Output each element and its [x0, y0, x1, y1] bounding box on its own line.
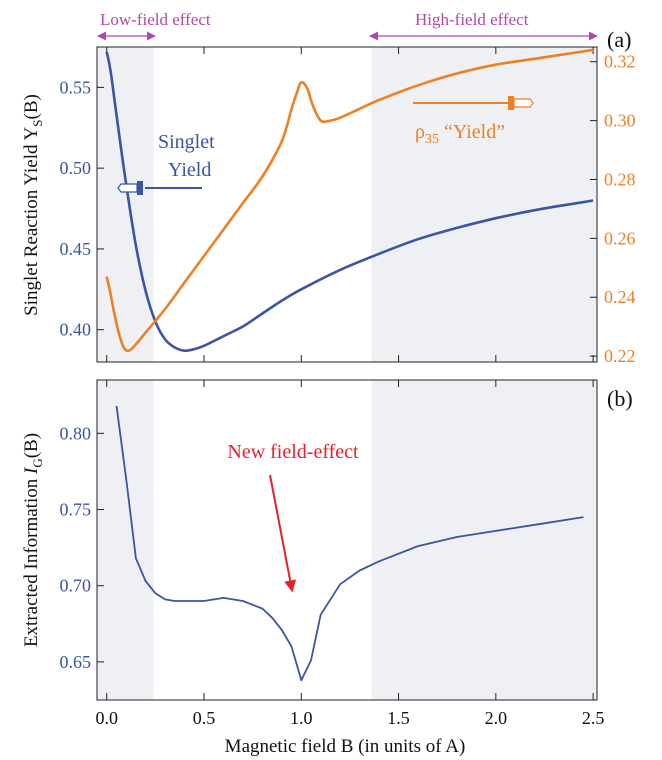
- panel-a-shaded-regions: [97, 47, 597, 362]
- y-tick-label: 0.45: [60, 239, 92, 259]
- y-tick-label: 0.32: [604, 52, 636, 72]
- rho35-yield-line: [105, 48, 594, 353]
- panel-a-left-ticks: 0.40 0.45 0.50 0.55: [60, 77, 104, 340]
- x-tick-label: 2.0: [485, 708, 508, 728]
- high-field-label: High-field effect: [415, 10, 529, 29]
- x-axis-label: Magnetic field B (in units of A): [225, 736, 466, 757]
- x-tick-label: 1.0: [290, 708, 313, 728]
- y-tick-label: 0.80: [60, 423, 92, 443]
- panel-b-left-ticks: 0.65 0.70 0.75 0.80: [60, 423, 104, 672]
- shaded-region-b-1: [371, 380, 597, 700]
- x-tick-label: 0.5: [193, 708, 216, 728]
- y-tick-label: 0.55: [60, 77, 92, 97]
- shaded-region-a-1: [371, 47, 597, 362]
- panel-b-shaded-regions: [97, 380, 597, 700]
- y-tick-label: 0.65: [60, 652, 92, 672]
- singlet-yield-annotation-line1: Singlet: [158, 131, 215, 153]
- y-tick-label: 0.40: [60, 320, 92, 340]
- panel-a-y-axis-label: Singlet Reaction Yield YS(B): [21, 94, 45, 316]
- y-tick-label: 0.24: [604, 287, 636, 307]
- panel-b-y-axis-label: Extracted Information IG(B): [21, 433, 45, 647]
- new-field-effect-label: New field-effect: [227, 441, 359, 463]
- y-tick-label: 0.70: [60, 576, 92, 596]
- panel-b-frame: [96, 379, 598, 701]
- y-tick-label: 0.22: [604, 346, 636, 366]
- x-axis-ticks: 0.0 0.5 1.0 1.5 2.0 2.5: [95, 47, 604, 728]
- y-tick-label: 0.30: [604, 111, 636, 131]
- panel-a-right-ticks: 0.22 0.24 0.26 0.28 0.30 0.32: [590, 52, 636, 366]
- y-tick-label: 0.75: [60, 500, 92, 520]
- panel-a-frame: [96, 46, 598, 363]
- x-tick-label: 1.5: [387, 708, 410, 728]
- shaded-region-b-0: [97, 380, 154, 700]
- panel-a-label: (a): [607, 27, 631, 52]
- singlet-yield-line: [105, 51, 594, 353]
- extracted-information-line: [115, 405, 584, 682]
- y-tick-label: 0.28: [604, 169, 636, 189]
- x-tick-label: 2.5: [582, 708, 605, 728]
- y-tick-label: 0.26: [604, 228, 636, 248]
- y-tick-label: 0.50: [60, 158, 92, 178]
- rho35-yield-annotation: ρ35 “Yield”: [415, 121, 505, 147]
- shaded-region-a-0: [97, 47, 154, 362]
- panel-b-label: (b): [607, 386, 633, 411]
- pointing-hand-icon: [117, 181, 202, 195]
- singlet-yield-annotation-line2: Yield: [168, 159, 211, 181]
- x-tick-label: 0.0: [95, 708, 118, 728]
- new-field-effect-arrow: [269, 474, 297, 593]
- pointing-hand-icon-orange: [413, 96, 534, 110]
- low-field-label: Low-field effect: [100, 10, 211, 29]
